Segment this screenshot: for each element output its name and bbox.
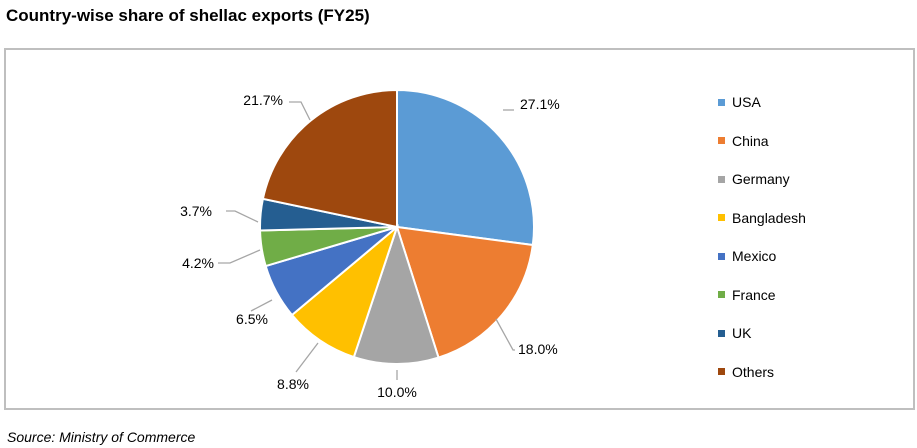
legend-item-bangladesh[interactable]: Bangladesh [718, 208, 806, 228]
legend-label: China [732, 132, 769, 149]
pie-slice-germany[interactable] [352, 223, 440, 365]
data-label-germany: 10.0% [377, 384, 417, 400]
data-label-bangladesh: 8.8% [277, 376, 309, 392]
leader-line [295, 342, 319, 373]
legend-label: Others [732, 363, 775, 380]
leader-lines [218, 101, 515, 380]
data-label-france: 4.2% [182, 255, 214, 271]
legend-label: UK [732, 325, 752, 341]
legend-item-china[interactable]: China [718, 131, 769, 151]
leader-line [226, 210, 259, 223]
legend-label: Bangladesh [732, 209, 806, 226]
legend-swatch-icon [718, 291, 725, 298]
legend-swatch-icon [718, 175, 725, 183]
legend-label: Germany [732, 171, 790, 187]
data-label-china: 18.0% [518, 341, 558, 357]
legend-item-mexico[interactable]: Mexico [718, 246, 776, 266]
legend-label: USA [732, 94, 761, 110]
legend-item-usa[interactable]: USA [718, 92, 761, 112]
legend-swatch-icon [718, 137, 725, 144]
data-label-uk: 3.7% [180, 203, 212, 219]
legend-item-germany[interactable]: Germany [718, 169, 790, 189]
leader-line [250, 299, 273, 312]
data-label-mexico: 6.5% [236, 311, 268, 327]
legend-swatch-icon [718, 214, 725, 221]
legend-item-others[interactable]: Others [718, 362, 774, 382]
legend-swatch-icon [718, 252, 725, 260]
legend-swatch-icon [718, 98, 725, 106]
legend-label: France [732, 286, 776, 303]
legend-label: Mexico [732, 248, 777, 264]
legend-swatch-icon [718, 329, 725, 337]
pie-slices [259, 88, 535, 365]
pie-slice-others[interactable] [261, 88, 398, 229]
legend-item-france[interactable]: France [718, 285, 776, 305]
leader-line [495, 318, 515, 351]
source-note: Source: Ministry of Commerce [7, 429, 196, 445]
legend-swatch-icon [718, 368, 725, 375]
leader-line [289, 101, 311, 121]
pie-slice-usa[interactable] [396, 88, 535, 247]
pie-slice-china[interactable] [395, 225, 534, 359]
chart-frame [4, 48, 915, 410]
leader-line [218, 249, 261, 264]
data-label-others: 21.7% [243, 92, 283, 108]
data-label-usa: 27.1% [520, 96, 560, 112]
data-labels: 27.1% 18.0% 10.0% 8.8% 6.5% 4.2% 3.7% 21.7% [180, 92, 560, 400]
chart-title: Country-wise share of shellac exports (F… [6, 6, 370, 25]
legend-item-uk[interactable]: UK [718, 323, 751, 343]
